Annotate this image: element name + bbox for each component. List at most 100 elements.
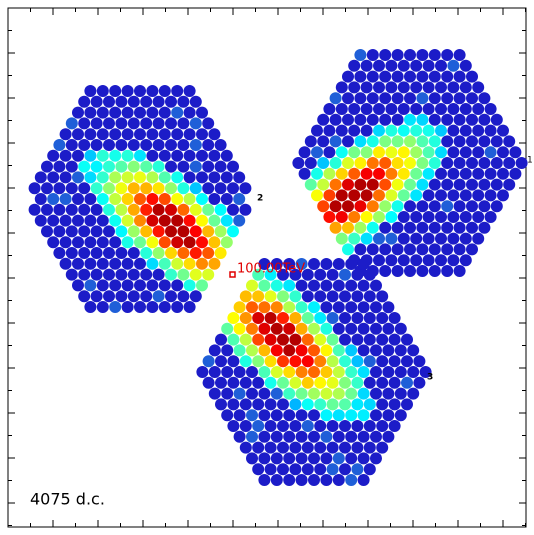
- pixel: [184, 236, 196, 248]
- pixel: [373, 81, 385, 93]
- pixel: [221, 236, 233, 248]
- pixel: [29, 204, 41, 216]
- pixel: [240, 420, 252, 432]
- pixel: [342, 71, 354, 83]
- pixel: [252, 420, 264, 432]
- pixel: [302, 420, 314, 432]
- pixel: [447, 60, 459, 72]
- pixel: [320, 301, 332, 313]
- pixel: [441, 114, 453, 126]
- pixel: [336, 189, 348, 201]
- pixel: [146, 236, 158, 248]
- pixel: [246, 280, 258, 292]
- pixel: [171, 128, 183, 140]
- pixel: [78, 204, 90, 216]
- pixel: [153, 247, 165, 259]
- pixel: [342, 179, 354, 191]
- pixel: [97, 301, 109, 313]
- pixel: [302, 398, 314, 410]
- pixel: [299, 168, 311, 180]
- pixel: [364, 420, 376, 432]
- pixel: [196, 236, 208, 248]
- pixel: [240, 334, 252, 346]
- pixel: [308, 344, 320, 356]
- pixel: [159, 236, 171, 248]
- pixel: [435, 103, 447, 115]
- pixel: [109, 236, 121, 248]
- pixel: [308, 366, 320, 378]
- pixel: [115, 290, 127, 302]
- pixel: [314, 398, 326, 410]
- pixel: [351, 334, 363, 346]
- pixel: [342, 243, 354, 255]
- pixel: [314, 355, 326, 367]
- pixel: [364, 312, 376, 324]
- pixel: [354, 114, 366, 126]
- pixel: [385, 125, 397, 137]
- pixel: [134, 171, 146, 183]
- pixel: [72, 150, 84, 162]
- pixel: [441, 200, 453, 212]
- pixel: [246, 301, 258, 313]
- pixel: [196, 171, 208, 183]
- pixel: [361, 146, 373, 158]
- pixel: [348, 146, 360, 158]
- pixel: [246, 409, 258, 421]
- pixel: [460, 189, 472, 201]
- pixel: [351, 398, 363, 410]
- pixel: [320, 452, 332, 464]
- pixel: [190, 117, 202, 129]
- pixel: [416, 135, 428, 147]
- pixel: [358, 409, 370, 421]
- pixel: [404, 265, 416, 277]
- pixel: [345, 366, 357, 378]
- pixel: [171, 215, 183, 227]
- pixel: [379, 135, 391, 147]
- pixel: [84, 215, 96, 227]
- pixel: [41, 182, 53, 194]
- pixel: [153, 204, 165, 216]
- pixel: [389, 398, 401, 410]
- pixel: [466, 222, 478, 234]
- pixel: [358, 323, 370, 335]
- pixel: [308, 431, 320, 443]
- pixel: [491, 200, 503, 212]
- pixel: [208, 236, 220, 248]
- pixel: [103, 117, 115, 129]
- pixel: [373, 146, 385, 158]
- pixel: [333, 409, 345, 421]
- pixel: [382, 366, 394, 378]
- pixel: [97, 215, 109, 227]
- pixel: [115, 96, 127, 108]
- pixel: [478, 179, 490, 191]
- pixel: [472, 125, 484, 137]
- pixel: [289, 442, 301, 454]
- pixel: [333, 344, 345, 356]
- pixel: [401, 355, 413, 367]
- pixel: [60, 215, 72, 227]
- pixel: [497, 146, 509, 158]
- pixel: [389, 334, 401, 346]
- pixel: [66, 247, 78, 259]
- pixel: [165, 247, 177, 259]
- pixel: [277, 290, 289, 302]
- pixel: [404, 92, 416, 104]
- pixel: [308, 258, 320, 270]
- pixel: [177, 225, 189, 237]
- pixel: [103, 182, 115, 194]
- pixel: [348, 125, 360, 137]
- pixel: [339, 312, 351, 324]
- pixel: [370, 280, 382, 292]
- pixel: [190, 182, 202, 194]
- pixel: [379, 157, 391, 169]
- pixel: [472, 168, 484, 180]
- pixel: [305, 135, 317, 147]
- pixel: [221, 366, 233, 378]
- pixel: [53, 225, 65, 237]
- pixel: [233, 171, 245, 183]
- pixel: [283, 280, 295, 292]
- pixel: [47, 171, 59, 183]
- pixel: [265, 420, 277, 432]
- pixel: [330, 157, 342, 169]
- pixel: [53, 161, 65, 173]
